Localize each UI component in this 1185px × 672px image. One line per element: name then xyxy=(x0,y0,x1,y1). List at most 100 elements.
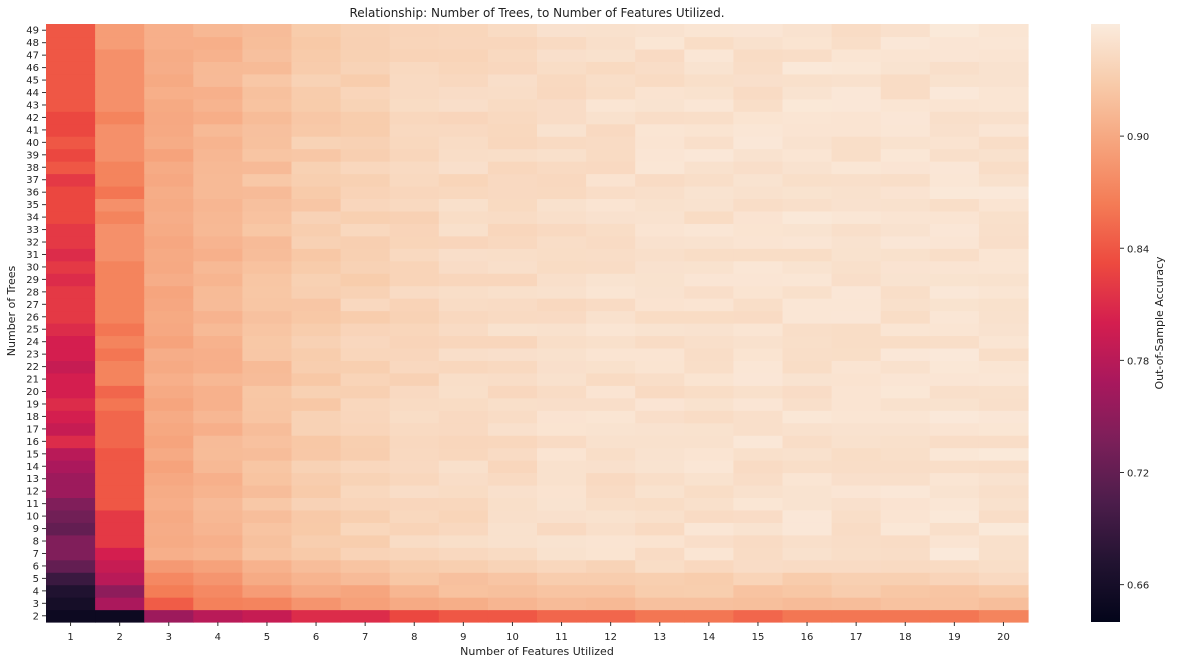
heatmap-cell xyxy=(438,435,489,449)
heatmap-cell xyxy=(193,534,243,548)
heatmap-cell xyxy=(193,484,243,499)
heatmap-cell xyxy=(733,447,784,461)
x-tick-label: 20 xyxy=(997,632,1010,643)
heatmap-cell xyxy=(684,73,734,87)
heatmap-cell xyxy=(929,410,980,424)
heatmap-cell xyxy=(95,36,145,50)
heatmap-cell xyxy=(978,509,1029,523)
heatmap-cell xyxy=(880,61,931,75)
heatmap-cell xyxy=(193,609,243,623)
heatmap-cell xyxy=(537,335,587,349)
heatmap-cell xyxy=(144,509,194,523)
heatmap-cell xyxy=(537,397,587,411)
heatmap-cell xyxy=(144,86,194,100)
y-tick-label: 15 xyxy=(26,449,39,460)
heatmap-cell xyxy=(291,223,342,237)
heatmap-cell xyxy=(537,347,587,361)
heatmap-cell xyxy=(46,323,96,337)
heatmap-cell xyxy=(880,347,931,361)
heatmap-cell xyxy=(978,161,1029,175)
y-tick-label: 34 xyxy=(26,213,39,224)
heatmap-cell xyxy=(978,372,1029,386)
x-tick-label: 15 xyxy=(752,632,765,643)
heatmap-cell xyxy=(880,447,931,461)
heatmap-cell xyxy=(733,509,784,523)
heatmap-cell xyxy=(438,335,489,349)
heatmap-cell xyxy=(487,86,538,100)
y-tick-label: 45 xyxy=(26,76,39,87)
heatmap-cell xyxy=(438,36,489,50)
heatmap-cell xyxy=(487,584,538,598)
heatmap-cell xyxy=(46,161,96,175)
heatmap-cell xyxy=(95,73,145,87)
heatmap-cell xyxy=(831,86,882,100)
heatmap-cell xyxy=(46,410,96,424)
heatmap-cell xyxy=(586,36,636,50)
heatmap-cell xyxy=(46,559,96,573)
heatmap-cell xyxy=(242,173,293,187)
heatmap-cell xyxy=(46,447,96,461)
heatmap-cell xyxy=(193,248,243,262)
heatmap-cell xyxy=(684,161,734,175)
heatmap-cell xyxy=(831,98,882,112)
heatmap-cell xyxy=(291,73,342,87)
heatmap-cell xyxy=(144,48,194,62)
y-tick-label: 37 xyxy=(26,175,39,186)
heatmap-cell xyxy=(929,248,980,262)
heatmap-cell xyxy=(684,547,734,561)
heatmap-cell xyxy=(635,185,685,200)
heatmap-cell xyxy=(880,534,931,548)
heatmap-cell xyxy=(389,609,440,623)
heatmap-cell xyxy=(586,509,636,523)
y-tick-label: 11 xyxy=(26,499,39,510)
heatmap-cell xyxy=(242,509,293,523)
heatmap-cell xyxy=(46,248,96,262)
heatmap-cell xyxy=(782,597,833,611)
heatmap-cell xyxy=(389,460,440,474)
heatmap-cell xyxy=(193,397,243,411)
heatmap-cell xyxy=(684,597,734,611)
heatmap-cell xyxy=(635,385,685,399)
heatmap-cell xyxy=(978,447,1029,461)
heatmap-cell xyxy=(782,36,833,50)
heatmap-cell xyxy=(733,572,784,586)
heatmap-cell xyxy=(144,360,194,374)
heatmap-cell xyxy=(193,61,243,75)
heatmap-cell xyxy=(537,285,587,299)
heatmap-cell xyxy=(193,235,243,249)
heatmap-cell xyxy=(782,24,833,38)
heatmap-cell xyxy=(95,323,145,337)
y-tick-label: 35 xyxy=(26,200,39,211)
heatmap-cell xyxy=(340,497,391,511)
x-tick-label: 16 xyxy=(801,632,814,643)
colorbar-tick-label: 0.66 xyxy=(1127,581,1149,592)
heatmap-cell xyxy=(487,397,538,411)
heatmap-cell xyxy=(46,235,96,249)
heatmap-cell xyxy=(782,298,833,312)
heatmap-cell xyxy=(487,111,538,125)
heatmap-cell xyxy=(684,86,734,100)
heatmap-cell xyxy=(340,185,391,200)
heatmap-cell xyxy=(95,48,145,62)
heatmap-cell xyxy=(586,559,636,573)
heatmap-cell xyxy=(193,447,243,461)
heatmap-cell xyxy=(733,522,784,536)
heatmap-cell xyxy=(831,534,882,548)
heatmap-cell xyxy=(144,210,194,224)
heatmap-cell xyxy=(144,609,194,623)
heatmap-cell xyxy=(95,273,145,287)
heatmap-cell xyxy=(929,347,980,361)
heatmap-cell xyxy=(978,385,1029,399)
heatmap-cell xyxy=(537,210,587,224)
heatmap-cell xyxy=(929,372,980,386)
colorbar-tick-label: 0.90 xyxy=(1127,132,1149,143)
x-tick-label: 7 xyxy=(362,632,368,643)
heatmap-cell xyxy=(537,273,587,287)
heatmap-cell xyxy=(733,310,784,324)
heatmap-cell xyxy=(586,534,636,548)
heatmap-cell xyxy=(389,123,440,137)
heatmap-cell xyxy=(733,497,784,511)
heatmap-cell xyxy=(586,572,636,586)
heatmap-cell xyxy=(880,397,931,411)
heatmap-cell xyxy=(684,48,734,62)
